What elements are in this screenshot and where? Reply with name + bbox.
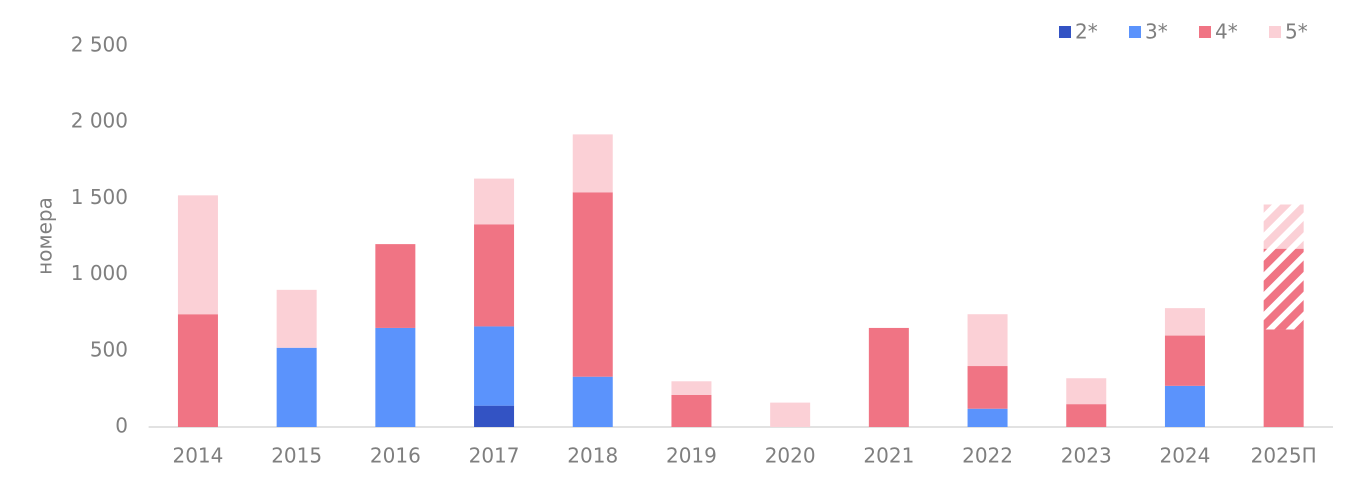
x-tick-label: 2021	[863, 444, 914, 468]
bar-segment	[276, 347, 317, 427]
bar-segment	[770, 402, 811, 427]
bar-segment	[177, 314, 218, 427]
y-tick-label: 1 000	[71, 261, 128, 285]
y-axis-title: номера	[33, 197, 57, 275]
bar-segment	[474, 405, 515, 427]
x-tick-label: 2014	[172, 444, 223, 468]
bar-segment	[1263, 204, 1304, 249]
bar-segment	[1164, 335, 1205, 386]
bar-segment	[572, 192, 613, 377]
legend-swatch	[1199, 26, 1211, 38]
bar-segment	[967, 314, 1008, 367]
bar-segment	[1263, 248, 1304, 330]
legend-swatch	[1129, 26, 1141, 38]
x-tick-label: 2016	[370, 444, 421, 468]
bar-segment	[1164, 308, 1205, 336]
bar-segment	[474, 224, 515, 327]
bar-segment	[375, 244, 416, 328]
bar-segment	[967, 366, 1008, 409]
legend-label: 4*	[1215, 20, 1238, 44]
x-tick-label: 2019	[666, 444, 717, 468]
bar-segment	[671, 394, 712, 427]
x-tick-label: 2015	[271, 444, 322, 468]
bar-segment	[1164, 385, 1205, 427]
x-tick-label: 2025П	[1251, 444, 1317, 468]
bar-segment	[177, 195, 218, 315]
bar-segment	[1066, 378, 1107, 405]
x-tick-label: 2024	[1159, 444, 1210, 468]
x-tick-label: 2020	[765, 444, 816, 468]
legend-swatch	[1269, 26, 1281, 38]
y-tick-label: 0	[115, 414, 128, 438]
bar-segment	[967, 408, 1008, 427]
x-tick-label: 2018	[567, 444, 618, 468]
bar-segment	[572, 134, 613, 193]
legend-label: 5*	[1285, 20, 1308, 44]
bar-segment	[474, 326, 515, 406]
bar-segment	[572, 376, 613, 427]
x-tick-label: 2022	[962, 444, 1013, 468]
bar-segment	[671, 381, 712, 395]
x-tick-label: 2023	[1061, 444, 1112, 468]
bar-segment	[276, 289, 317, 348]
legend-swatch	[1059, 26, 1071, 38]
bar-segment	[868, 327, 909, 427]
legend-label: 3*	[1145, 20, 1168, 44]
bar-segment	[375, 327, 416, 427]
y-tick-label: 1 500	[71, 185, 128, 209]
bar-segment	[1066, 404, 1107, 427]
y-tick-label: 2 000	[71, 109, 128, 133]
x-tick-label: 2017	[469, 444, 520, 468]
bar-segment	[1263, 329, 1304, 427]
legend-label: 2*	[1075, 20, 1098, 44]
y-tick-label: 2 500	[71, 33, 128, 57]
bar-segment	[474, 178, 515, 225]
y-tick-label: 500	[90, 337, 128, 361]
